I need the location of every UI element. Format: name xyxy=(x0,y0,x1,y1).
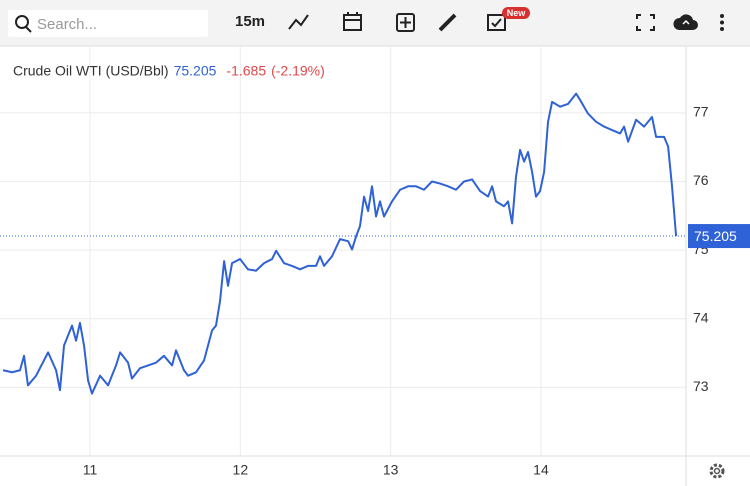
y-tick-label: 73 xyxy=(693,378,709,394)
price-line xyxy=(2,92,678,395)
x-tick-label: 14 xyxy=(533,462,549,478)
download-icon[interactable] xyxy=(673,14,698,30)
menu-icon[interactable] xyxy=(720,14,724,31)
last-price-badge xyxy=(688,224,750,249)
search-box[interactable] xyxy=(8,10,208,37)
chart-type-icon[interactable] xyxy=(288,14,309,30)
calendar-icon[interactable] xyxy=(343,12,362,31)
y-tick-label: 74 xyxy=(693,309,709,325)
x-tick-label: 13 xyxy=(383,462,399,478)
search-icon-handle xyxy=(25,26,32,33)
draw-icon[interactable] xyxy=(438,13,457,32)
last-price-badge-label: 75.205 xyxy=(694,228,737,244)
x-tick-label: 12 xyxy=(233,462,249,478)
interval-button[interactable]: 15m xyxy=(235,13,265,30)
add-indicator-icon[interactable] xyxy=(396,13,415,32)
y-tick-label: 77 xyxy=(693,104,709,120)
symbol-name: Crude Oil WTI (USD/Bbl) xyxy=(13,63,169,79)
search-placeholder[interactable]: Search... xyxy=(37,16,97,33)
new-badge xyxy=(502,7,530,19)
price-change-percent: (-2.19%) xyxy=(271,63,325,79)
last-price: 75.205 xyxy=(174,63,217,79)
events-icon[interactable] xyxy=(487,14,506,31)
price-change: -1.685 xyxy=(226,63,266,79)
x-tick-label: 11 xyxy=(83,462,98,478)
settings-icon[interactable] xyxy=(709,463,725,479)
y-tick-label: 76 xyxy=(693,172,709,188)
fullscreen-icon[interactable] xyxy=(636,14,655,31)
new-badge-text: New xyxy=(507,8,527,18)
search-icon xyxy=(15,15,29,29)
